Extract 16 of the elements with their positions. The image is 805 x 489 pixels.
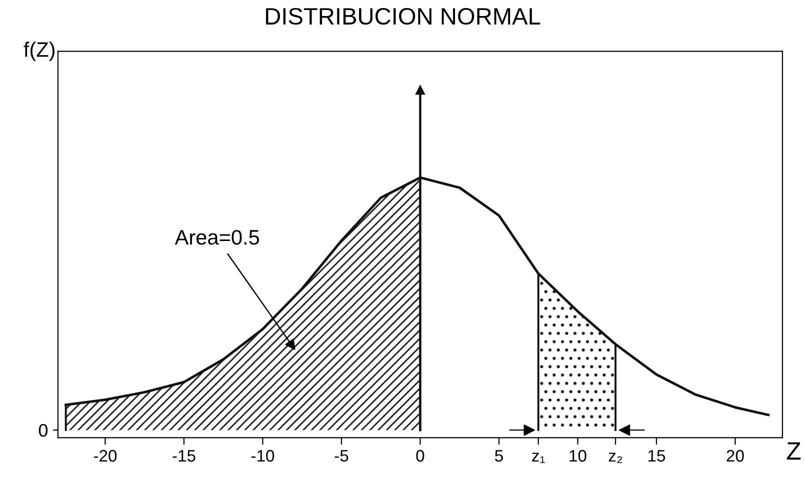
x-tick-label: -15 xyxy=(172,450,196,462)
x-tick-label: z₂ xyxy=(608,452,622,463)
x-tick-label: 15 xyxy=(648,450,666,462)
chart-title: DISTRIBUCION NORMAL xyxy=(266,8,540,25)
text: f(Z) xyxy=(24,42,54,62)
x-tick-label: 5 xyxy=(494,450,503,462)
x-tick-label: 20 xyxy=(726,450,744,462)
x-tick-label: -10 xyxy=(251,450,274,462)
x-tick-label: -5 xyxy=(334,450,348,462)
x-tick-label: -20 xyxy=(94,450,117,462)
text: 0 xyxy=(38,424,48,437)
x-tick-label: 0 xyxy=(416,450,424,462)
annotation: Area=0.5 xyxy=(174,230,260,245)
x-tick-label: z₁ xyxy=(532,452,545,463)
x-tick-label: 10 xyxy=(570,450,586,462)
x-axis-title: Z xyxy=(786,442,801,460)
